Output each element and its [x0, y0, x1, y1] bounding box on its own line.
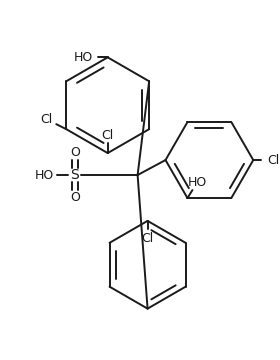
Text: HO: HO	[35, 168, 55, 181]
Text: Cl: Cl	[267, 154, 279, 167]
Text: Cl: Cl	[102, 129, 114, 141]
Text: S: S	[70, 168, 79, 182]
Text: Cl: Cl	[40, 113, 52, 126]
Text: Cl: Cl	[141, 232, 154, 245]
Text: HO: HO	[74, 51, 94, 64]
Text: O: O	[70, 145, 80, 159]
Text: HO: HO	[188, 176, 207, 189]
Text: O: O	[70, 192, 80, 204]
